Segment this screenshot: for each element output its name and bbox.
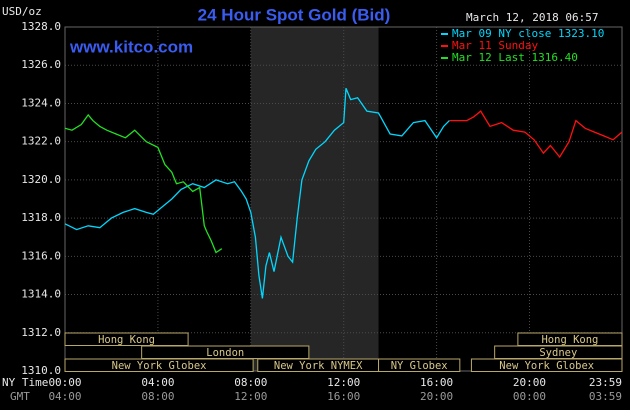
session-bar [64,332,189,346]
session-label: New York Globex [112,360,207,372]
chart-title: 24 Hour Spot Gold (Bid) [198,5,391,24]
x2-tick-label: 03:59 [589,390,622,403]
y-tick-label: 1318.0 [21,211,61,224]
session-label: New York NYMEX [274,360,363,372]
session-bar [64,358,254,372]
x2-axis-label: GMT [10,390,30,403]
price-line [64,113,223,254]
x2-tick-label: 16:00 [327,390,360,403]
x-axis-label: NY Time [2,376,48,389]
session-label: London [206,347,244,359]
price-line [64,87,450,299]
price-line [449,110,623,159]
y-unit: USD/oz [2,5,42,18]
x-tick-label: 20:00 [513,376,546,389]
legend-label: Mar 12 Last 1316.40 [452,51,578,64]
x-tick-label: 16:00 [420,376,453,389]
x-tick-label: 08:00 [234,376,267,389]
x-tick-label: 04:00 [141,376,174,389]
x2-tick-label: 12:00 [234,390,267,403]
y-tick-label: 1312.0 [21,326,61,339]
legend-label: Mar 09 NY close 1323.10 [452,27,604,40]
session-label: NY Globex [391,360,448,372]
highlight-region [250,27,379,371]
x2-tick-label: 08:00 [141,390,174,403]
x-tick-label: 12:00 [327,376,360,389]
watermark: www.kitco.com [69,37,193,56]
x2-tick-label: 20:00 [420,390,453,403]
y-tick-label: 1310.0 [21,364,61,377]
session-bar [470,358,623,372]
x-tick-label: 23:59 [589,376,622,389]
y-tick-label: 1326.0 [21,58,61,71]
y-tick-label: 1316.0 [21,249,61,262]
y-tick-label: 1314.0 [21,288,61,301]
y-tick-label: 1320.0 [21,173,61,186]
session-label: New York Globex [499,360,594,372]
timestamp: March 12, 2018 06:57 [466,11,598,24]
session-bar [378,358,461,372]
legend-label: Mar 11 Sunday [452,39,538,52]
y-tick-label: 1322.0 [21,135,61,148]
y-tick-label: 1324.0 [21,96,61,109]
session-label: Hong Kong [541,334,598,346]
x2-tick-label: 04:00 [48,390,81,403]
x2-tick-label: 00:00 [513,390,546,403]
session-label: Sydney [539,347,577,359]
session-label: Hong Kong [98,334,155,346]
y-tick-label: 1328.0 [21,20,61,33]
x-tick-label: 00:00 [48,376,81,389]
